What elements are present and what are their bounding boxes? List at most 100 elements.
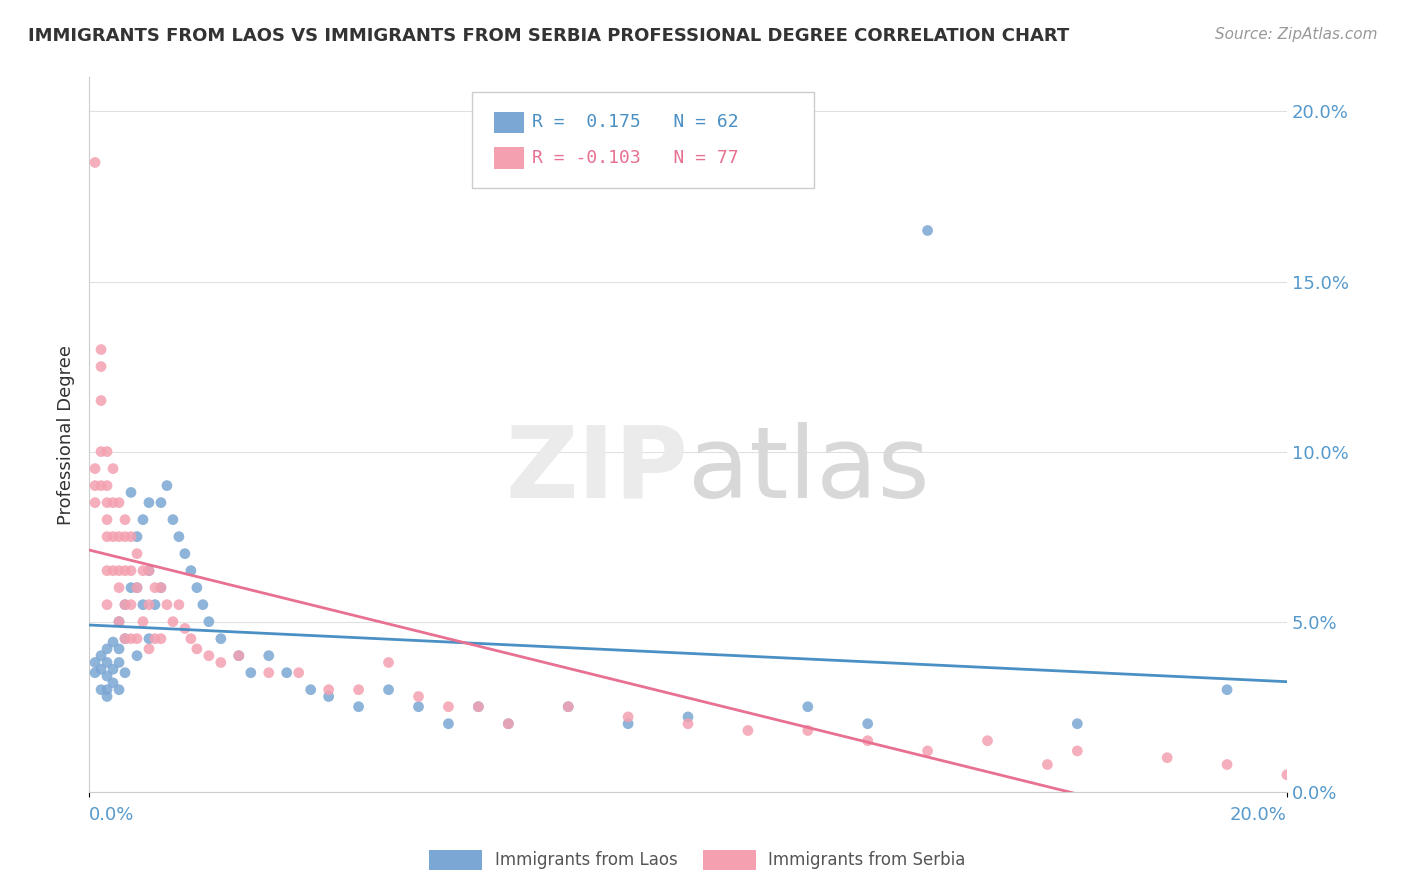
Point	[108, 581, 131, 595]
Point	[90, 393, 112, 408]
Point	[138, 564, 160, 578]
Point	[186, 581, 208, 595]
Point	[180, 564, 202, 578]
Point	[96, 530, 118, 544]
Point	[120, 581, 142, 595]
Point	[108, 530, 131, 544]
Point	[198, 615, 221, 629]
Point	[191, 598, 214, 612]
Text: Immigrants from Serbia: Immigrants from Serbia	[768, 851, 965, 869]
Point	[108, 615, 131, 629]
Text: 0.0%: 0.0%	[89, 806, 135, 824]
Point	[676, 716, 699, 731]
Point	[299, 682, 322, 697]
Point	[84, 478, 107, 492]
Text: atlas: atlas	[688, 422, 929, 519]
Point	[408, 690, 430, 704]
Point	[377, 682, 399, 697]
Point	[96, 444, 118, 458]
Point	[108, 495, 131, 509]
Point	[101, 564, 124, 578]
Point	[1156, 750, 1178, 764]
Point	[96, 513, 118, 527]
Point	[976, 733, 998, 747]
Point	[1066, 744, 1088, 758]
Point	[84, 656, 107, 670]
Point	[132, 615, 155, 629]
Point	[347, 682, 370, 697]
Point	[143, 581, 166, 595]
Point	[132, 598, 155, 612]
Point	[149, 581, 172, 595]
Point	[96, 669, 118, 683]
Point	[198, 648, 221, 663]
Point	[96, 641, 118, 656]
Point	[125, 632, 148, 646]
Point	[114, 530, 136, 544]
Point	[120, 485, 142, 500]
Point	[114, 632, 136, 646]
Point	[143, 632, 166, 646]
Point	[257, 648, 280, 663]
Point	[90, 444, 112, 458]
Point	[108, 641, 131, 656]
Point	[1216, 757, 1239, 772]
Point	[90, 343, 112, 357]
Point	[114, 632, 136, 646]
Text: 20.0%: 20.0%	[1230, 806, 1286, 824]
Point	[1275, 768, 1298, 782]
Point	[90, 359, 112, 374]
Point	[90, 478, 112, 492]
Point	[132, 513, 155, 527]
Point	[96, 656, 118, 670]
Point	[90, 662, 112, 676]
Point	[276, 665, 298, 680]
Point	[96, 564, 118, 578]
Text: Immigrants from Laos: Immigrants from Laos	[495, 851, 678, 869]
Point	[167, 598, 190, 612]
Text: IMMIGRANTS FROM LAOS VS IMMIGRANTS FROM SERBIA PROFESSIONAL DEGREE CORRELATION C: IMMIGRANTS FROM LAOS VS IMMIGRANTS FROM …	[28, 27, 1070, 45]
Point	[318, 682, 340, 697]
Point	[318, 690, 340, 704]
Point	[96, 682, 118, 697]
Point	[138, 632, 160, 646]
Bar	[494, 147, 524, 169]
Point	[125, 530, 148, 544]
Point	[149, 581, 172, 595]
Point	[120, 564, 142, 578]
Point	[287, 665, 309, 680]
Point	[101, 495, 124, 509]
Point	[377, 656, 399, 670]
Point	[856, 733, 879, 747]
Point	[114, 513, 136, 527]
Point	[676, 710, 699, 724]
Point	[90, 682, 112, 697]
Text: Source: ZipAtlas.com: Source: ZipAtlas.com	[1215, 27, 1378, 42]
Point	[101, 662, 124, 676]
Point	[114, 665, 136, 680]
Point	[143, 598, 166, 612]
Point	[467, 699, 489, 714]
Point	[125, 547, 148, 561]
Point	[174, 547, 197, 561]
Point	[797, 699, 820, 714]
Point	[167, 530, 190, 544]
Y-axis label: Professional Degree: Professional Degree	[58, 344, 75, 524]
Point	[108, 656, 131, 670]
Text: ZIP: ZIP	[505, 422, 688, 519]
Point	[180, 632, 202, 646]
Point	[1066, 716, 1088, 731]
Point	[101, 635, 124, 649]
Point	[856, 716, 879, 731]
Point	[156, 598, 179, 612]
Point	[125, 581, 148, 595]
Point	[209, 656, 232, 670]
Point	[617, 716, 640, 731]
Point	[114, 598, 136, 612]
Point	[498, 716, 520, 731]
Point	[96, 598, 118, 612]
Point	[437, 699, 460, 714]
Point	[209, 632, 232, 646]
Point	[467, 699, 489, 714]
Point	[228, 648, 250, 663]
